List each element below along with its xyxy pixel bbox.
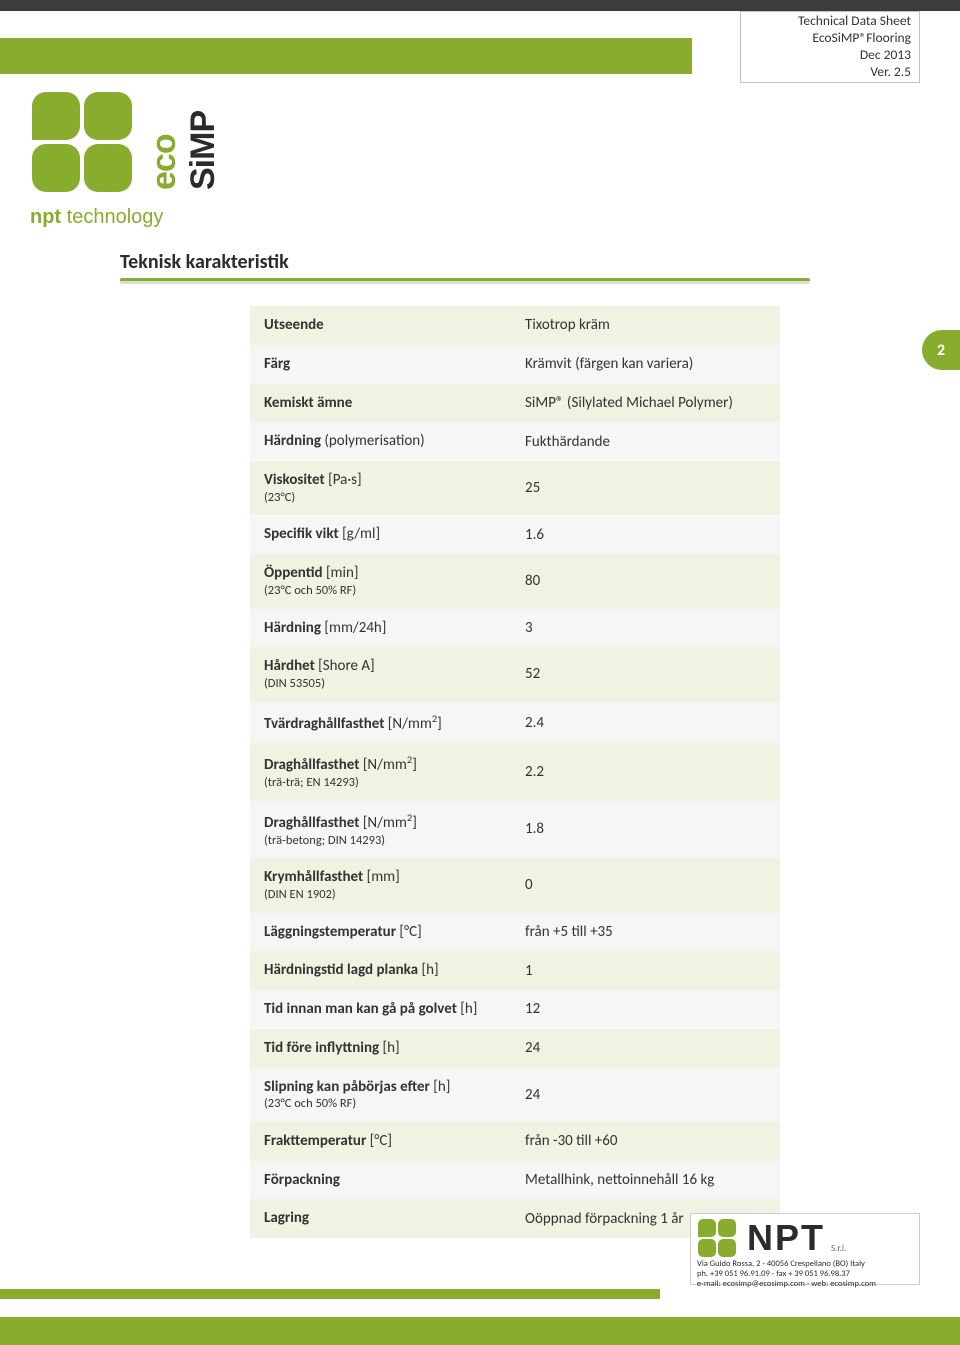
row-label: Viskositet [Pa·s](23°C) [264, 471, 525, 505]
row-value: 2.4 [525, 714, 766, 732]
logo-eco-text: eco [145, 95, 184, 190]
row-value: Krämvit (färgen kan variera) [525, 355, 766, 373]
row-value: 0 [525, 876, 766, 894]
row-label: Tvärdraghållfasthet [N/mm2] [264, 712, 525, 734]
table-row: UtseendeTixotrop kräm [250, 306, 780, 345]
row-label: Färg [264, 355, 525, 374]
row-value: 25 [525, 479, 766, 497]
row-value: Tixotrop kräm [525, 316, 766, 334]
bottom-bar [0, 1317, 960, 1345]
row-label: Läggningstemperatur [°C] [264, 923, 525, 942]
table-row: Härdning [mm/24h]3 [250, 609, 780, 648]
table-row: Viskositet [Pa·s](23°C)25 [250, 461, 780, 515]
footer-logo-box: NPT S.r.l. Via Guido Rossa, 2 - 40056 Cr… [690, 1213, 920, 1285]
header-line4: Ver. 2.5 [870, 64, 911, 81]
row-value: 3 [525, 619, 766, 637]
table-row: Härdningstid lagd planka [h]1 [250, 951, 780, 990]
table-row: Frakttemperatur [°C]från -30 till +60 [250, 1122, 780, 1161]
row-value: 24 [525, 1086, 766, 1104]
table-row: Öppentid [min](23°C och 50% RF)80 [250, 554, 780, 608]
row-label: Härdning (polymerisation) [264, 432, 525, 451]
row-label: Hårdhet [Shore A](DIN 53505) [264, 657, 525, 691]
row-value: 1.8 [525, 820, 766, 838]
row-value: SiMP® (Silylated Michael Polymer) [525, 394, 766, 412]
table-row: Hårdhet [Shore A](DIN 53505)52 [250, 647, 780, 701]
row-label: Tid före inflyttning [h] [264, 1039, 525, 1058]
table-row: Läggningstemperatur [°C]från +5 till +35 [250, 913, 780, 952]
footer-tiles-icon [697, 1218, 741, 1258]
row-value: 80 [525, 572, 766, 590]
page-number-tab: 2 [922, 330, 960, 370]
top-green-bar [0, 38, 692, 74]
row-value: från +5 till +35 [525, 923, 766, 941]
table-row: Tid före inflyttning [h]24 [250, 1029, 780, 1068]
table-row: Tid innan man kan gå på golvet [h]12 [250, 990, 780, 1029]
row-label: Slipning kan påbörjas efter [h](23°C och… [264, 1078, 525, 1112]
logo-tiles-icon [30, 90, 134, 194]
row-label: Härdningstid lagd planka [h] [264, 961, 525, 980]
footer-email: e-mail: ecosimp@ecosimp.com - web: ecosi… [697, 1280, 913, 1290]
table-row: Draghållfasthet [N/mm2](trä-trä; EN 1429… [250, 743, 780, 800]
npt-bold: npt [30, 206, 61, 228]
table-row: Slipning kan påbörjas efter [h](23°C och… [250, 1068, 780, 1122]
row-value: Metallhink, nettoinnehåll 16 kg [525, 1171, 766, 1189]
npt-light: technology [61, 206, 163, 228]
table-row: FärgKrämvit (färgen kan variera) [250, 345, 780, 384]
header-info-box: Technical Data Sheet EcoSiMP®Flooring De… [740, 11, 920, 83]
row-label: Förpackning [264, 1171, 525, 1190]
row-value: 52 [525, 665, 766, 683]
row-label: Öppentid [min](23°C och 50% RF) [264, 564, 525, 598]
logo-simp-text: SiMP [184, 95, 223, 190]
table-row: Krymhållfasthet [mm](DIN EN 1902)0 [250, 858, 780, 912]
table-row: Kemiskt ämneSiMP® (Silylated Michael Pol… [250, 384, 780, 423]
row-value: 24 [525, 1039, 766, 1057]
row-label: Lagring [264, 1209, 525, 1228]
table-row: FörpackningMetallhink, nettoinnehåll 16 … [250, 1161, 780, 1200]
table-row: Draghållfasthet [N/mm2](trä-betong; DIN … [250, 801, 780, 858]
table-row: Tvärdraghållfasthet [N/mm2]2.4 [250, 702, 780, 744]
section-title: Teknisk karakteristik [120, 250, 289, 274]
row-value: 1 [525, 962, 766, 980]
row-label: Frakttemperatur [°C] [264, 1132, 525, 1151]
npt-technology-text: npt technology [30, 206, 230, 229]
row-label: Härdning [mm/24h] [264, 619, 525, 638]
row-label: Specifik vikt [g/ml] [264, 525, 525, 544]
row-label: Tid innan man kan gå på golvet [h] [264, 1000, 525, 1019]
footer-brand: NPT [747, 1222, 825, 1254]
row-value: 12 [525, 1000, 766, 1018]
row-value: 1.6 [525, 526, 766, 544]
row-value: 2.2 [525, 763, 766, 781]
row-label: Draghållfasthet [N/mm2](trä-trä; EN 1429… [264, 753, 525, 790]
row-label: Draghållfasthet [N/mm2](trä-betong; DIN … [264, 811, 525, 848]
footer-srl: S.r.l. [831, 1243, 846, 1258]
header-line2: EcoSiMP®Flooring [812, 30, 911, 47]
logo: eco SiMP npt technology [30, 90, 230, 229]
table-row: Härdning (polymerisation)Fukthärdande [250, 422, 780, 461]
row-label: Utseende [264, 316, 525, 335]
table-row: Specifik vikt [g/ml]1.6 [250, 515, 780, 554]
eco-simp-wordmark: eco SiMP [145, 95, 230, 190]
header-line3: Dec 2013 [860, 47, 911, 64]
top-dark-bar [0, 0, 960, 11]
bottom-green-bar [0, 1289, 660, 1299]
row-value: Fukthärdande [525, 433, 766, 451]
spec-table: UtseendeTixotrop krämFärgKrämvit (färgen… [250, 306, 780, 1238]
title-underline [120, 278, 810, 284]
row-value: från -30 till +60 [525, 1132, 766, 1150]
header-line1: Technical Data Sheet [798, 13, 911, 30]
row-label: Kemiskt ämne [264, 394, 525, 413]
row-label: Krymhållfasthet [mm](DIN EN 1902) [264, 868, 525, 902]
